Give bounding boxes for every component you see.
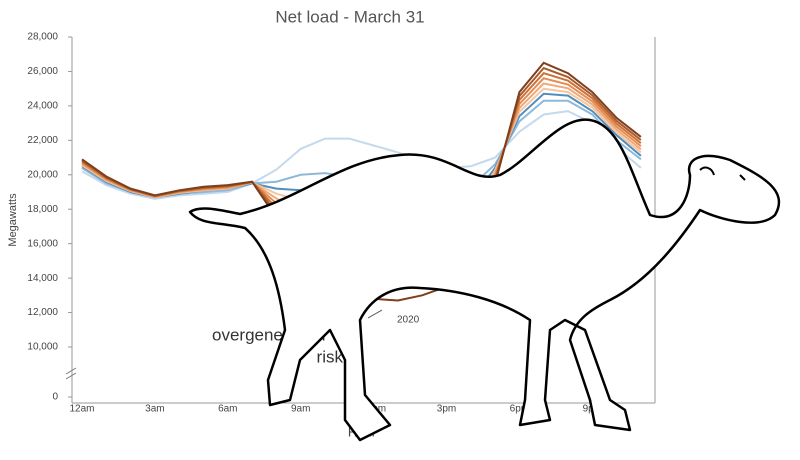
y-tick-label: 10,000 — [27, 342, 58, 353]
leader-line — [367, 309, 383, 319]
x-tick-label: 6am — [218, 404, 237, 415]
camel-drawing — [188, 118, 781, 442]
y-tick-label: 26,000 — [27, 66, 58, 77]
series-label: 2020 — [397, 315, 420, 326]
annotation: risk — [317, 347, 344, 366]
y-tick-label: 28,000 — [27, 32, 58, 43]
x-tick-label: 3am — [145, 404, 164, 415]
axis-break — [65, 367, 77, 380]
x-tick-label: 12am — [69, 404, 94, 415]
y-tick-label: 0 — [52, 392, 58, 403]
x-tick-label: 6pm — [510, 404, 529, 415]
y-tick-label: 20,000 — [27, 169, 58, 180]
series-line — [81, 110, 642, 200]
camel-face — [699, 166, 746, 181]
y-tick-label: 18,000 — [27, 204, 58, 215]
x-tick-label: 3pm — [437, 404, 456, 415]
y-tick-label: 16,000 — [27, 238, 58, 249]
y-axis-title: Megawatts — [7, 193, 19, 247]
y-tick-label: 22,000 — [27, 135, 58, 146]
y-tick-label: 24,000 — [27, 101, 58, 112]
chart-title: Net load - March 31 — [275, 7, 424, 26]
x-tick-label: 9am — [291, 404, 310, 415]
y-tick-label: 12,000 — [27, 307, 58, 318]
y-tick-label: 14,000 — [27, 273, 58, 284]
